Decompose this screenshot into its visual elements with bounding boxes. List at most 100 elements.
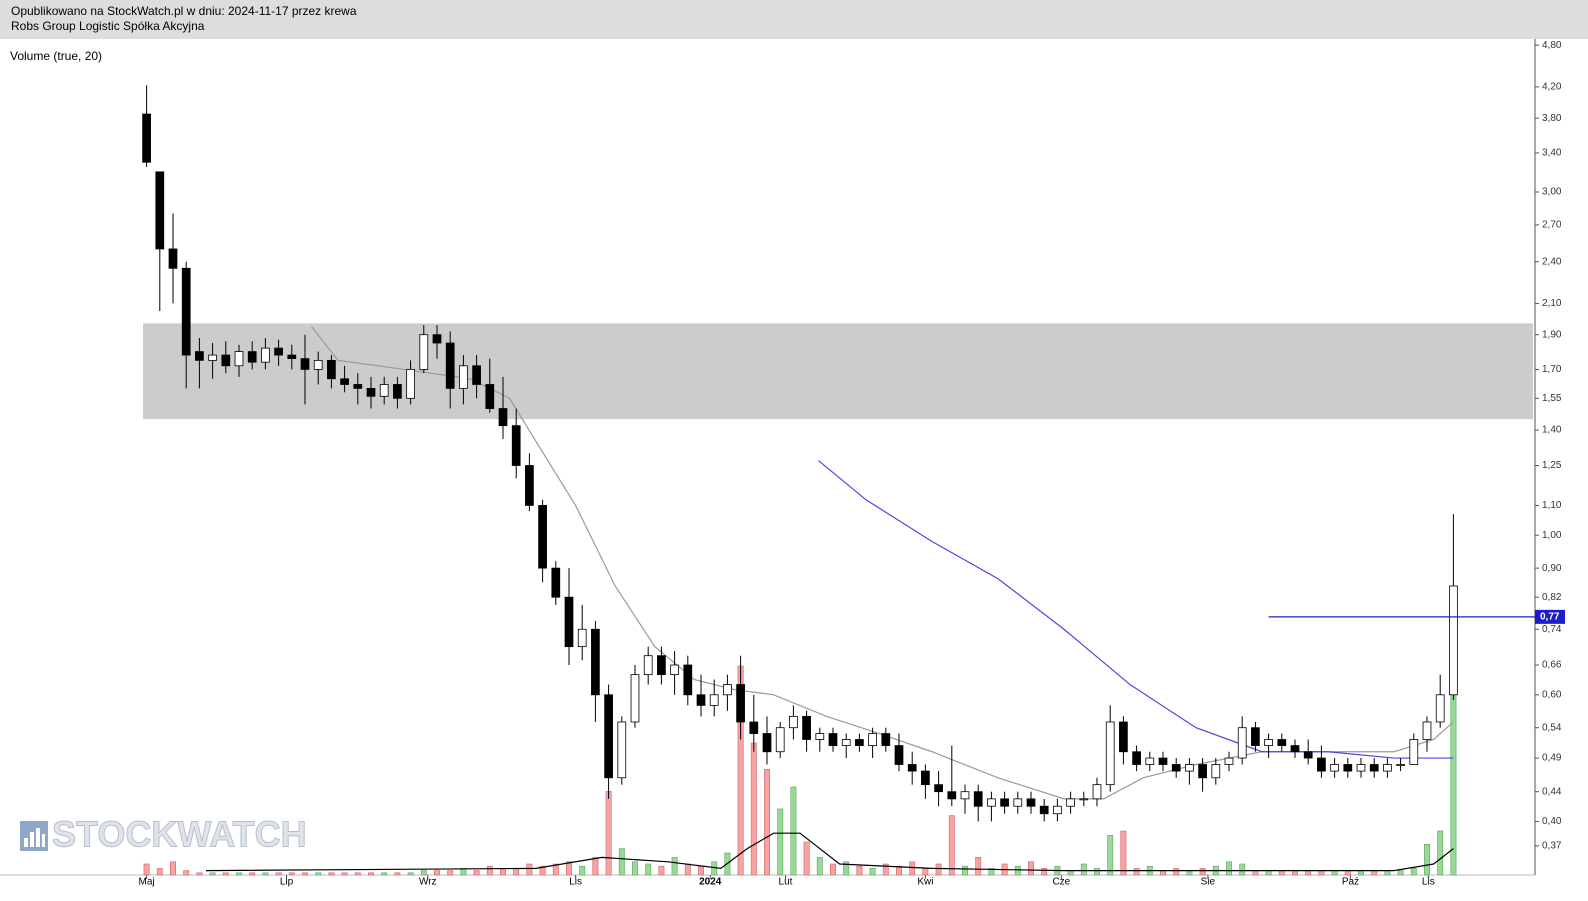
candle-body <box>366 387 376 397</box>
candle-body <box>287 354 297 359</box>
x-tick-label: Lis <box>1422 877 1435 888</box>
y-tick-label: 0,40 <box>1542 816 1562 827</box>
volume-bar <box>1371 870 1378 876</box>
volume-bar <box>302 872 308 876</box>
x-tick-label: Sie <box>1201 877 1216 888</box>
watermark-logo <box>20 821 48 851</box>
volume-bar <box>1226 861 1232 876</box>
candle-body <box>1000 798 1009 807</box>
candle-body <box>1396 764 1405 766</box>
volume-bar <box>816 857 823 876</box>
indicator-label: Volume (true, 20) <box>10 49 102 63</box>
candle-body <box>221 354 231 367</box>
candle-body <box>168 248 178 269</box>
volume-bar <box>1133 868 1140 876</box>
volume-bar <box>698 865 704 876</box>
candle-body <box>511 425 521 466</box>
candle-body <box>815 733 825 740</box>
candle-body <box>762 733 772 753</box>
y-tick-label: 1,10 <box>1542 500 1562 511</box>
volume-bar <box>1344 870 1351 876</box>
volume-bar <box>1410 868 1417 876</box>
volume-bar <box>1292 870 1298 876</box>
volume-bar <box>1199 868 1206 876</box>
candle-body <box>947 791 957 800</box>
candle-body <box>1224 757 1234 765</box>
candle-body <box>432 334 442 344</box>
candle-body <box>300 358 310 370</box>
volume-bar <box>341 872 348 876</box>
y-tick-label: 4,80 <box>1542 40 1562 51</box>
candle-body <box>617 721 627 779</box>
candle-body <box>142 113 151 163</box>
candle-body <box>1013 798 1023 807</box>
candle-body <box>1369 764 1379 772</box>
candle-body <box>327 359 336 380</box>
candle-body <box>1132 751 1141 765</box>
volume-bar <box>1265 870 1272 876</box>
candle-body <box>1317 757 1326 772</box>
volume-bar <box>500 868 506 876</box>
header-bar <box>0 0 1588 39</box>
volume-bar <box>1107 835 1114 876</box>
volume-bar <box>354 872 361 876</box>
volume-bar <box>882 863 889 876</box>
candle-body <box>1026 798 1036 807</box>
volume-bar <box>830 863 836 876</box>
candle-body <box>1237 727 1247 759</box>
volume-bar <box>671 857 678 876</box>
volume-bar <box>566 861 572 876</box>
y-tick-label: 3,00 <box>1542 187 1562 198</box>
y-tick-label: 0,37 <box>1542 840 1562 851</box>
candle-body <box>445 342 455 389</box>
candle-body <box>1105 721 1115 786</box>
volume-bar <box>328 872 335 876</box>
volume-bar <box>935 863 942 876</box>
volume-bar <box>1437 830 1444 876</box>
candle-body <box>1053 805 1062 815</box>
y-tick-label: 2,40 <box>1542 256 1562 267</box>
price-level-box <box>1535 609 1565 624</box>
candle-body <box>960 791 970 800</box>
volume-bar <box>1094 868 1100 876</box>
candle-body <box>208 354 217 361</box>
y-tick-label: 1,55 <box>1542 393 1562 404</box>
volume-bar <box>381 872 388 876</box>
candle-body <box>736 684 745 723</box>
volume-bar <box>288 872 295 876</box>
volume-bar <box>1028 861 1034 876</box>
candle-body <box>802 715 811 740</box>
y-tick-label: 1,40 <box>1542 425 1562 436</box>
candle-body <box>1343 764 1353 772</box>
candle-body <box>261 347 270 363</box>
logo-bar <box>30 832 34 847</box>
volume-bar <box>684 863 691 876</box>
volume-bar <box>1318 870 1325 876</box>
volume-bar <box>407 872 414 876</box>
candle-body <box>313 359 323 370</box>
candle-body <box>1264 739 1273 746</box>
logo-bar <box>24 838 28 847</box>
y-tick-label: 0,60 <box>1542 689 1562 700</box>
volume-bar <box>988 868 995 876</box>
candle-body <box>1119 721 1128 753</box>
volume-bar <box>1041 868 1048 876</box>
candle-body <box>683 664 693 696</box>
moving-average <box>818 460 1454 759</box>
candle-body <box>1211 764 1221 779</box>
candle-body <box>921 770 930 786</box>
volume-bar <box>1120 830 1127 876</box>
candle-body <box>353 384 363 389</box>
x-tick-label: Cze <box>1052 877 1070 888</box>
volume-bar <box>922 868 929 876</box>
volume-bar <box>658 865 665 876</box>
x-tick-label: 2024 <box>699 877 722 888</box>
y-tick-label: 0,49 <box>1542 753 1562 764</box>
volume-bar <box>249 872 256 876</box>
candle-body <box>657 655 666 676</box>
candle-body <box>577 628 587 648</box>
volume-bar <box>803 841 810 876</box>
volume-bar <box>1014 865 1021 876</box>
header-line2: Robs Group Logistic Spółka Akcyjna <box>11 19 205 33</box>
